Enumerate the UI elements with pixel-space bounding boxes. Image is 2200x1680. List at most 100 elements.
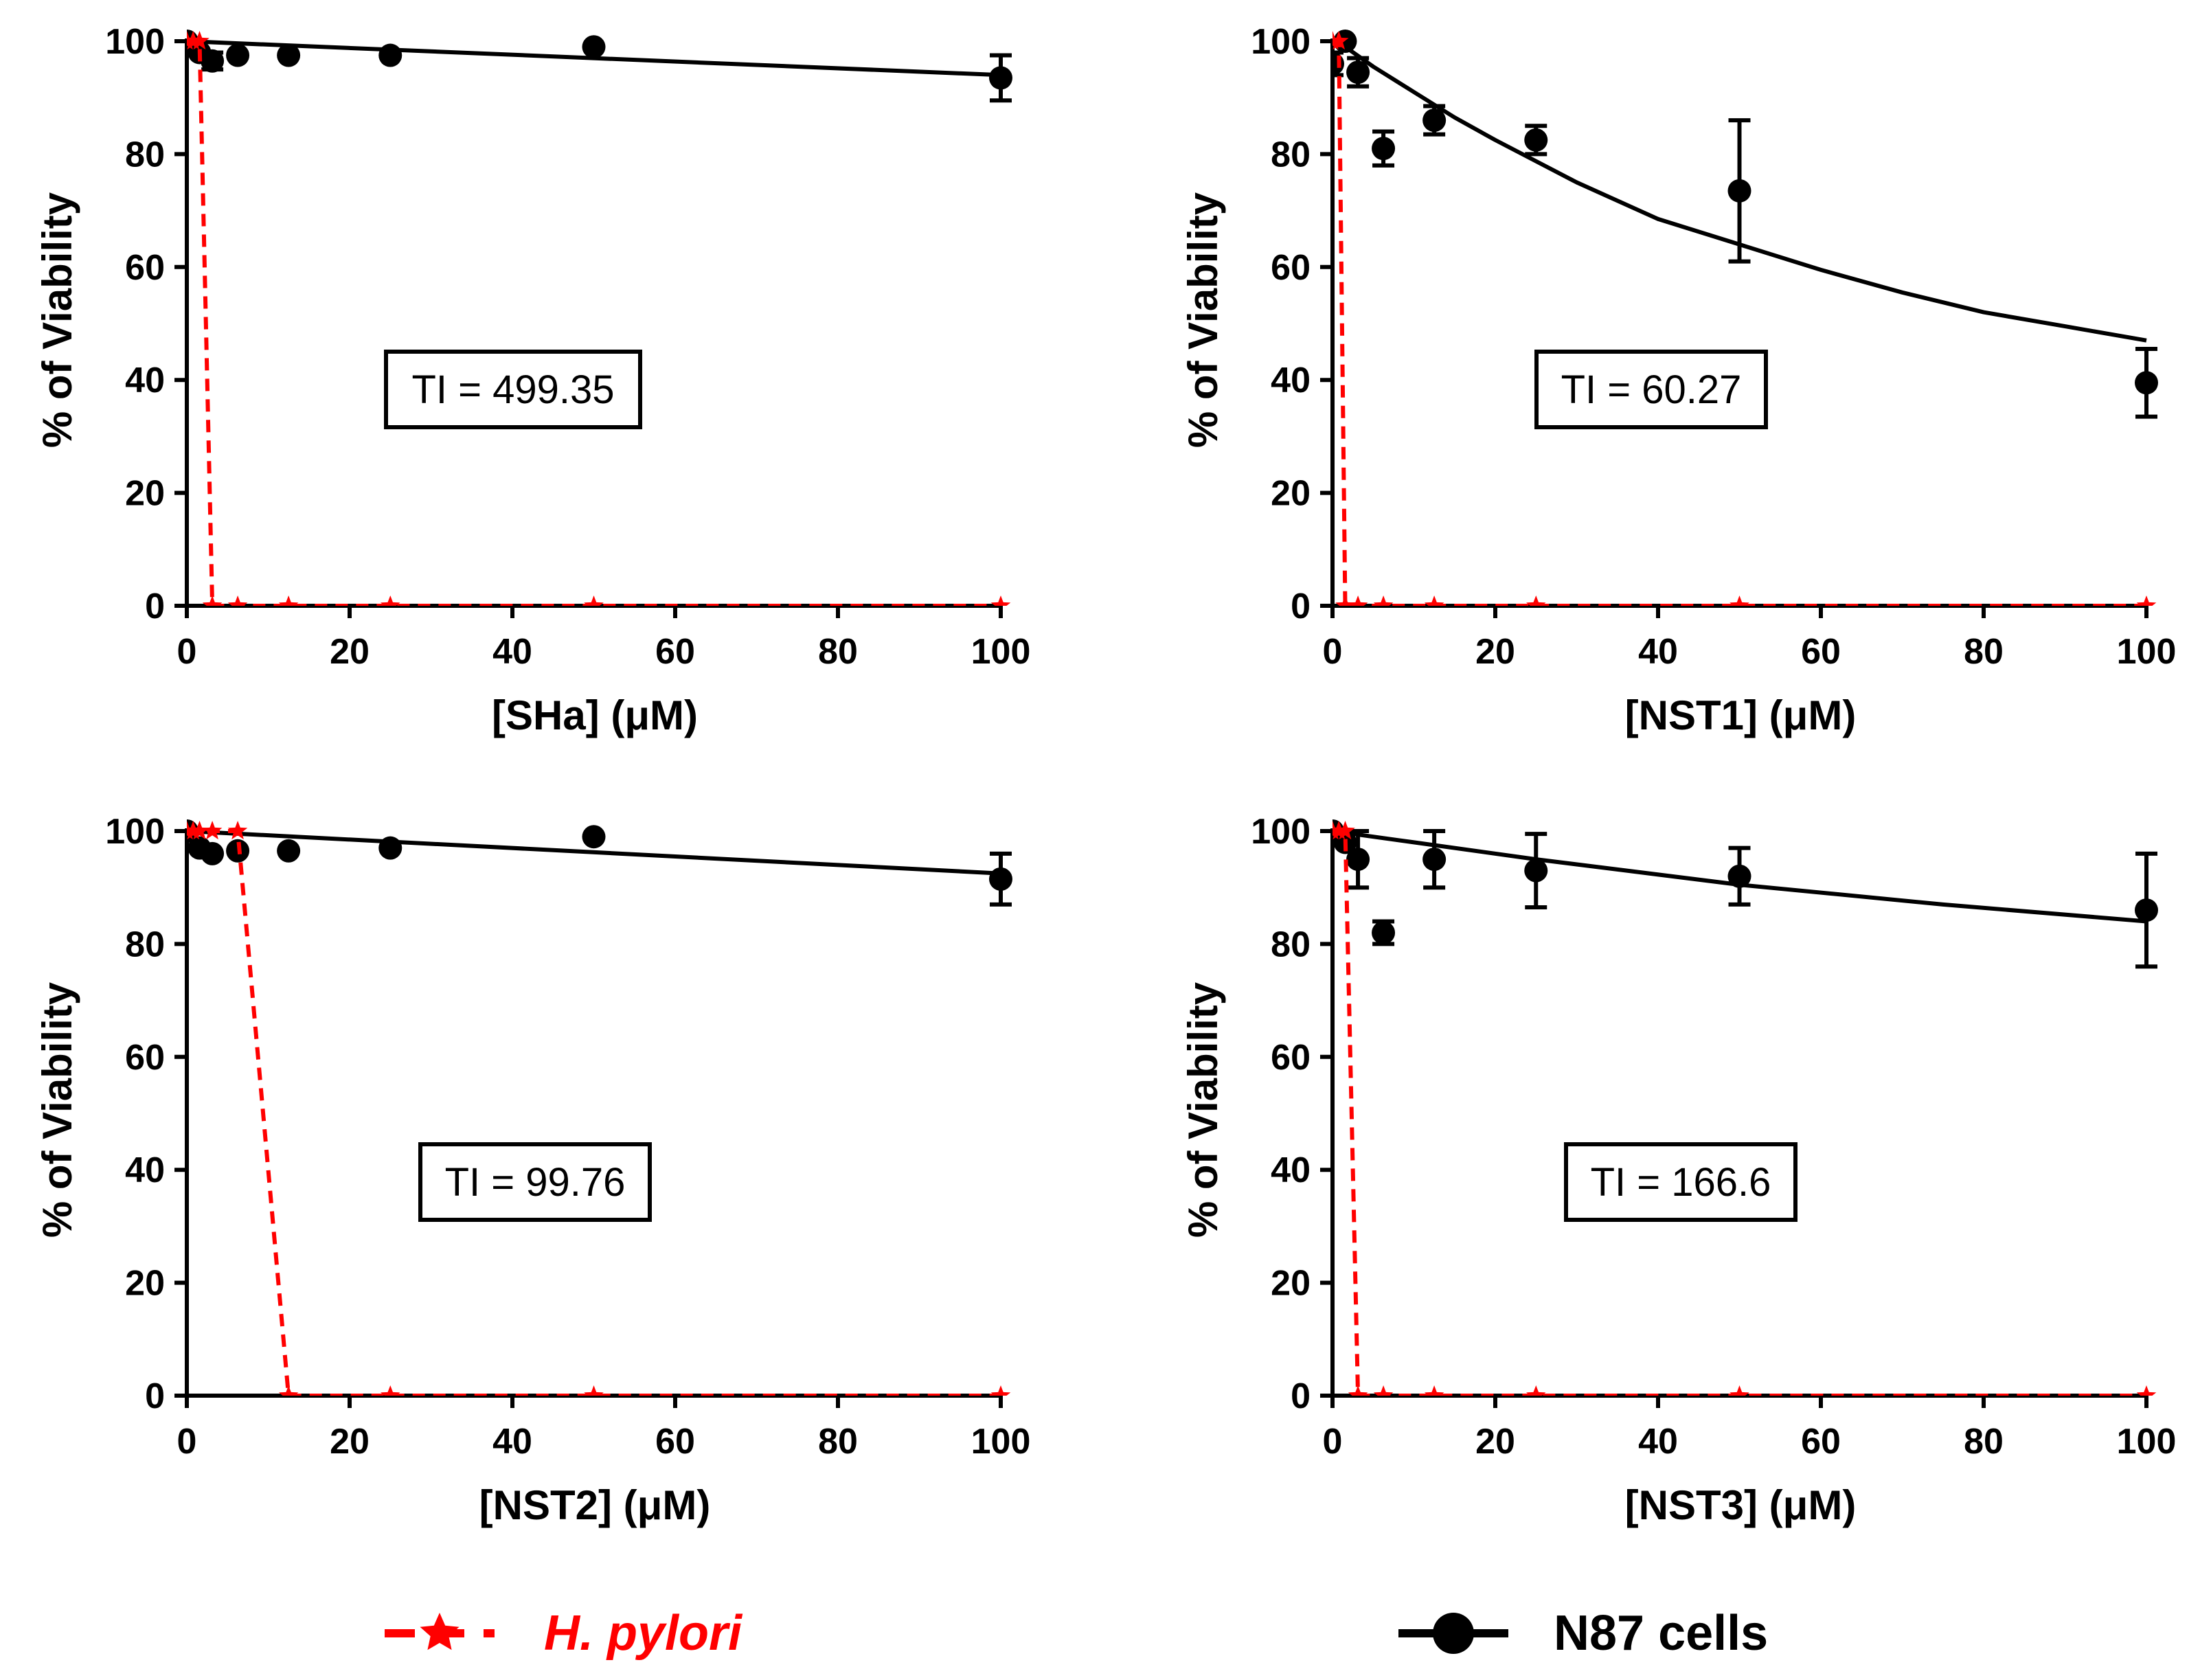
y-tick-label: 40 (125, 1150, 165, 1190)
n87-data-point (378, 43, 402, 67)
legend-item-n87: N87 cells (1398, 1606, 1768, 1661)
y-tick-label: 40 (1271, 1150, 1311, 1190)
hpylori-data-point (190, 821, 209, 840)
hpylori-data-point (381, 595, 400, 606)
y-tick-label: 20 (1271, 1264, 1311, 1304)
hpylori-data-point (1730, 1385, 1749, 1396)
x-axis-title: [NST1] (μM) (1625, 692, 1857, 738)
n87-data-point (201, 49, 225, 73)
n87-data-point (1346, 60, 1370, 84)
x-tick-label: 20 (1475, 632, 1515, 672)
y-tick-label: 100 (1251, 22, 1311, 62)
hpylori-data-point (227, 595, 248, 606)
ti-annotation-box (384, 350, 642, 429)
hpylori-line (187, 39, 1001, 606)
n87-data-point (1422, 848, 1447, 872)
y-tick-label: 60 (1271, 248, 1311, 288)
y-tick-label: 20 (125, 474, 165, 514)
y-tick-label: 60 (125, 1038, 165, 1078)
chart-panel-nst2: 0 20 40 60 80 100 0 20 40 60 80 100 TI = 99.76 [NST… (34, 812, 1030, 1528)
n87-data-point (1372, 920, 1396, 944)
x-tick-label: 60 (655, 632, 695, 672)
y-axis-title: % of Viability (1180, 981, 1226, 1238)
x-tick-label: 60 (655, 1422, 695, 1462)
x-tick-label: 60 (1801, 1422, 1841, 1462)
n87-data-point (378, 836, 402, 860)
x-tick-label: 40 (1638, 632, 1678, 672)
n87-data-point (582, 825, 606, 849)
y-tick-label: 80 (125, 135, 165, 174)
y-tick-label: 0 (145, 1376, 165, 1416)
n87-data-point (1727, 864, 1751, 888)
hpylori-data-point (2136, 595, 2157, 606)
n87-data-point (277, 839, 301, 863)
legend-label-n87: N87 cells (1554, 1606, 1768, 1661)
n87-data-point (989, 66, 1012, 90)
n87-fit-line (1343, 45, 2147, 343)
x-axis-title: [NST2] (μM) (479, 1482, 711, 1528)
x-tick-label: 20 (330, 1422, 370, 1462)
x-tick-label: 80 (1964, 1422, 2004, 1462)
hpylori-data-point (1335, 821, 1355, 840)
x-tick-label: 80 (818, 1422, 858, 1462)
plot-area (187, 30, 1012, 606)
n87-error-bar (1333, 50, 1343, 78)
ti-annotation: TI = 166.6 (1591, 1160, 1771, 1205)
chart-panel-nst1: 0 20 40 60 80 100 0 20 40 60 80 100 TI = 60.27 [NST… (1180, 22, 2176, 738)
y-tick-label: 20 (125, 1264, 165, 1304)
x-tick-label: 40 (492, 632, 532, 672)
hpylori-data-point (227, 821, 248, 840)
x-tick-label: 80 (1964, 632, 2004, 672)
n87-data-point (582, 35, 606, 59)
hpylori-data-point (1424, 1385, 1444, 1396)
legend-item-hpylori: H. pylori (385, 1606, 743, 1661)
ti-annotation: TI = 499.35 (411, 367, 614, 412)
y-tick-label: 40 (125, 361, 165, 400)
plot-area (187, 819, 1012, 1396)
y-axis-title: % of Viability (34, 192, 80, 448)
x-tick-label: 100 (2117, 1422, 2177, 1462)
y-tick-label: 40 (1271, 361, 1311, 400)
axes: 0 20 40 60 80 100 0 20 40 60 80 100 (105, 22, 1030, 672)
n87-data-point (1346, 848, 1370, 872)
circle-icon (1433, 1613, 1474, 1654)
x-tick-label: 80 (818, 632, 858, 672)
n87-data-point (2135, 898, 2158, 922)
n87-data-point (1524, 128, 1548, 152)
x-tick-label: 100 (971, 632, 1031, 672)
n87-fit-line (1333, 829, 2147, 924)
x-tick-label: 20 (330, 632, 370, 672)
y-tick-label: 0 (145, 587, 165, 626)
hpylori-data-point (278, 1385, 299, 1396)
chart-panel-nst3: 0 20 40 60 80 100 0 20 40 60 80 100 TI = 166.6 [NST… (1180, 812, 2176, 1528)
ti-annotation: TI = 99.76 (445, 1160, 626, 1205)
y-tick-label: 20 (1271, 474, 1311, 514)
y-tick-label: 100 (105, 22, 165, 62)
ti-annotation-box (1534, 350, 1768, 429)
plot-area (1333, 30, 2158, 606)
y-tick-label: 100 (1251, 812, 1311, 852)
ti-annotation-box (418, 1142, 652, 1222)
y-tick-label: 100 (105, 812, 165, 852)
x-tick-label: 0 (177, 1422, 197, 1462)
hpylori-data-point (584, 1385, 604, 1396)
n87-data-point (2135, 371, 2158, 395)
axes: 0 20 40 60 80 100 0 20 40 60 80 100 (1251, 22, 2176, 672)
legend: H. pylori N87 cells (385, 1606, 1768, 1661)
hpylori-data-point (990, 1385, 1011, 1396)
y-tick-label: 0 (1291, 587, 1311, 626)
x-tick-label: 100 (971, 1422, 1031, 1462)
x-tick-label: 0 (177, 632, 197, 672)
hpylori-data-point (202, 821, 223, 840)
x-tick-label: 100 (2117, 632, 2177, 672)
hpylori-data-point (1373, 595, 1394, 606)
x-axis-title: [SHa] (μM) (492, 692, 698, 738)
y-tick-label: 60 (1271, 1038, 1311, 1078)
legend-label-hpylori: H. pylori (544, 1606, 743, 1661)
hpylori-data-point (1730, 595, 1749, 606)
y-tick-label: 0 (1291, 1376, 1311, 1416)
x-tick-label: 20 (1475, 1422, 1515, 1462)
hpylori-data-point (381, 1385, 400, 1396)
x-tick-label: 40 (1638, 1422, 1678, 1462)
